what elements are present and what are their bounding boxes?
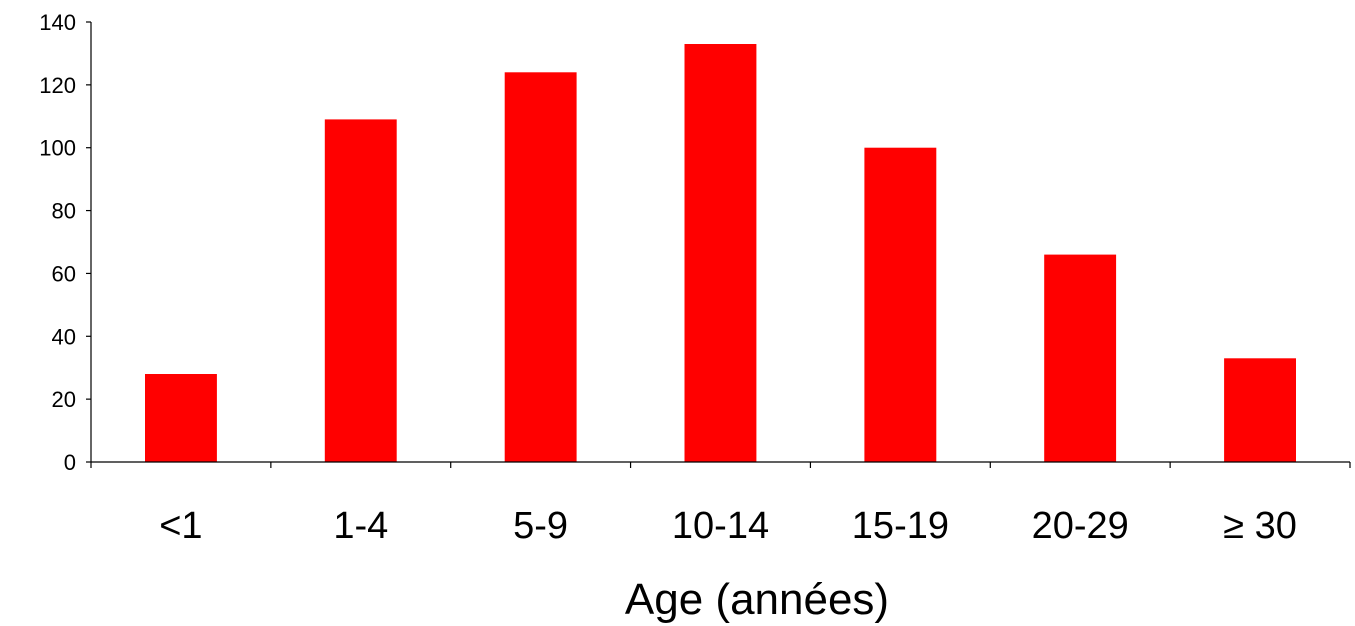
y-tick-label: 120: [39, 73, 76, 98]
bar-1: [145, 374, 217, 462]
bar-5: [864, 147, 937, 462]
bar-4: [684, 44, 757, 462]
y-tick-label: 20: [52, 387, 76, 412]
y-tick-label: 40: [52, 324, 76, 349]
x-category-label: <1: [159, 505, 202, 547]
x-category-label: 1-4: [333, 505, 388, 547]
bar-7: [1224, 358, 1296, 462]
y-tick-label: 0: [64, 450, 76, 475]
y-tick-label: 140: [39, 10, 76, 35]
x-axis: <1 1-4 5-9 10-14 15-19 20-29 ≥ 30: [90, 461, 1351, 547]
x-axis-title: Age (années): [625, 575, 889, 624]
x-category-label: 10-14: [672, 505, 769, 547]
y-tick-label: 100: [39, 136, 76, 161]
x-category-label: 5-9: [513, 505, 568, 547]
y-axis: 0 20 40 60 80 100 120 140: [39, 10, 92, 475]
x-category-label: ≥ 30: [1223, 505, 1297, 547]
bar-3: [504, 72, 577, 463]
y-tick-label: 80: [52, 199, 76, 224]
y-tick-label: 60: [52, 261, 76, 286]
x-category-label: 20-29: [1032, 505, 1129, 547]
bar-2: [324, 119, 397, 463]
x-category-label: 15-19: [852, 505, 949, 547]
bars-group: [145, 44, 1296, 463]
bar-6: [1044, 254, 1117, 462]
